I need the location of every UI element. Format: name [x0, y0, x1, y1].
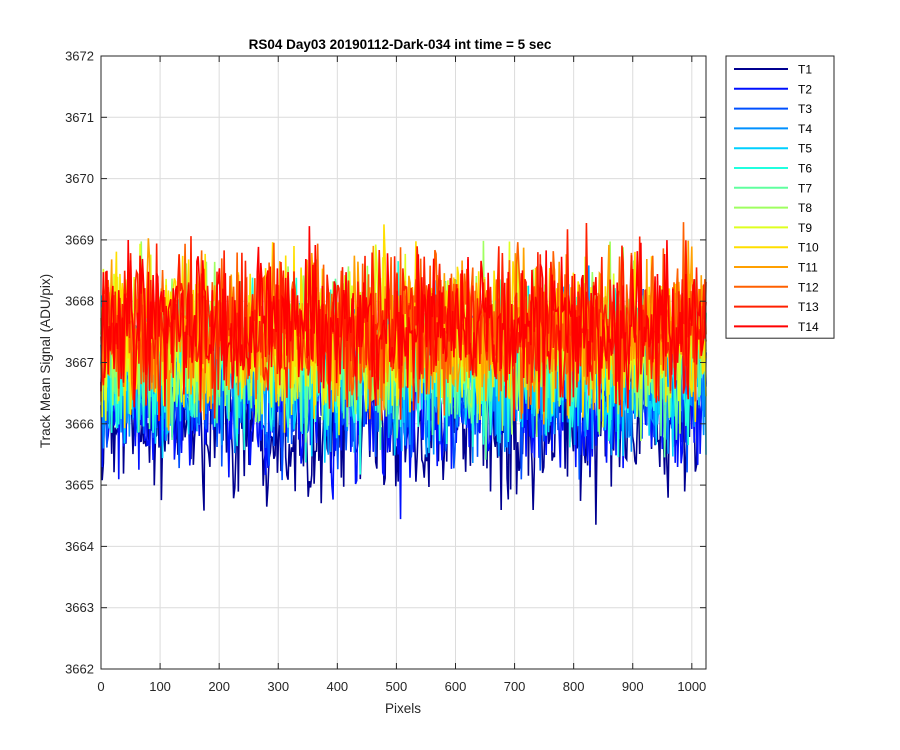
legend-label-T8: T8 — [798, 201, 812, 215]
series-layer — [100, 222, 707, 525]
legend-label-T2: T2 — [798, 82, 812, 96]
x-tick-label: 100 — [149, 679, 171, 694]
y-tick-label: 3664 — [65, 539, 94, 554]
y-tick-label: 3662 — [65, 662, 94, 677]
legend-label-T13: T13 — [798, 300, 819, 314]
legend: T1 T2 T3 T4 T5 T6 T7 T8 T9 T10 T11 T12 T13 T14 — [725, 55, 835, 339]
legend-label-T12: T12 — [798, 280, 819, 294]
legend-label-T5: T5 — [798, 142, 812, 156]
y-tick-label: 3672 — [65, 49, 94, 64]
axes-layer: 0 100 200 300 400 500 600 700 800 900 1000 3662 3663… — [65, 49, 707, 694]
series-line-T14 — [100, 226, 707, 413]
legend-label-T9: T9 — [798, 221, 812, 235]
x-tick-label: 200 — [208, 679, 230, 694]
x-axis-label: Pixels — [385, 701, 421, 716]
x-tick-label: 0 — [97, 679, 104, 694]
y-tick-label: 3669 — [65, 232, 94, 247]
legend-label-T7: T7 — [798, 181, 812, 195]
legend-label-T10: T10 — [798, 241, 819, 255]
x-tick-label: 700 — [504, 679, 526, 694]
x-tick-label: 300 — [267, 679, 289, 694]
y-tick-label: 3667 — [65, 355, 94, 370]
x-tick-label: 1000 — [677, 679, 706, 694]
legend-label-T11: T11 — [798, 261, 818, 275]
y-tick-label: 3670 — [65, 171, 94, 186]
x-tick-label: 900 — [622, 679, 644, 694]
y-axis-label: Track Mean Signal (ADU/pix) — [38, 274, 53, 448]
x-tick-label: 600 — [445, 679, 467, 694]
legend-box — [725, 55, 835, 339]
x-tick-label: 800 — [563, 679, 585, 694]
legend-label-T6: T6 — [798, 162, 812, 176]
y-tick-label: 3666 — [65, 416, 94, 431]
y-tick-label: 3663 — [65, 600, 94, 615]
y-tick-label: 3671 — [65, 110, 94, 125]
y-tick-label: 3668 — [65, 294, 94, 309]
legend-label-T4: T4 — [798, 122, 812, 136]
y-tick-label: 3665 — [65, 478, 94, 493]
legend-label-T14: T14 — [798, 320, 819, 334]
legend-label-T3: T3 — [798, 102, 812, 116]
chart-title: RS04 Day03 20190112-Dark-034 int time = … — [249, 37, 552, 52]
legend-label-T1: T1 — [798, 63, 812, 77]
x-tick-label: 500 — [386, 679, 408, 694]
x-tick-label: 400 — [326, 679, 348, 694]
